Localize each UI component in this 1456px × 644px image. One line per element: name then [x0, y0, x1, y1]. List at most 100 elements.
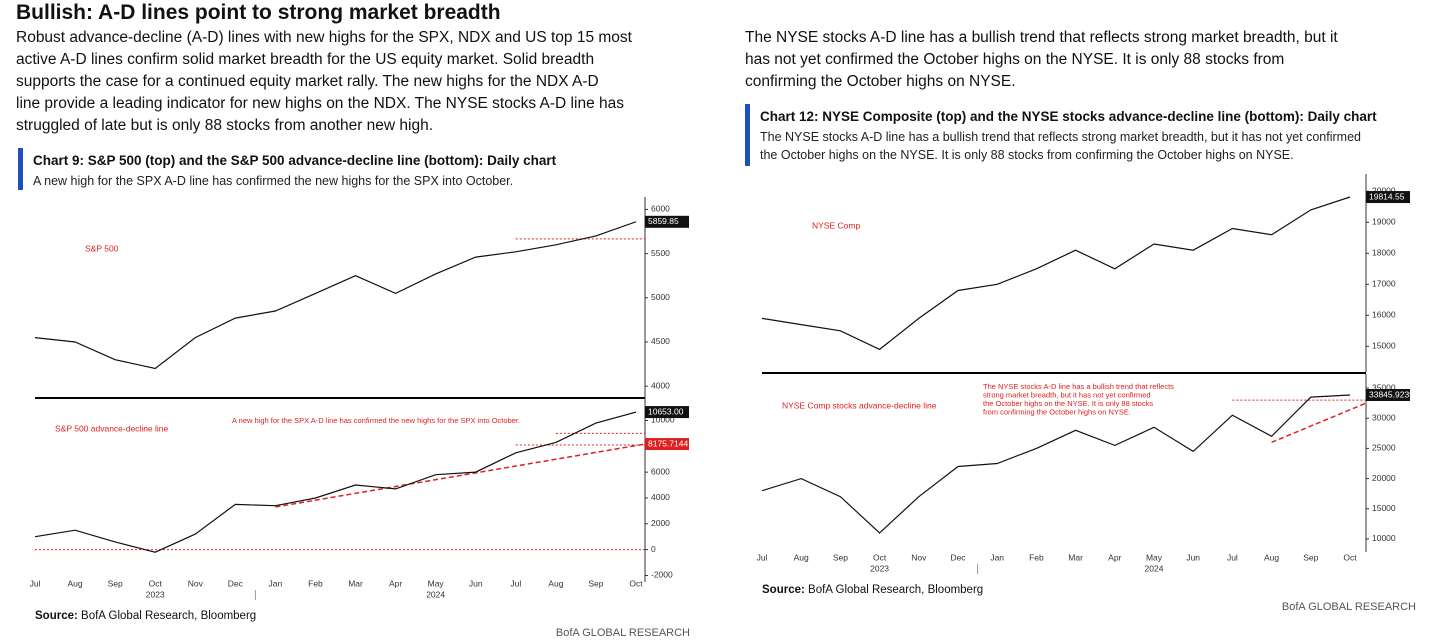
paragraph-line: line provide a leading indicator for new…: [16, 95, 624, 112]
x-tick-label: Aug: [794, 552, 809, 562]
x-tick-label: Jul: [1227, 552, 1238, 562]
paragraph-line: Robust advance-decline (A-D) lines with …: [16, 29, 632, 46]
annotation: strong market breadth, but it has not ye…: [983, 390, 1151, 399]
year-label: 2023: [870, 563, 889, 573]
source-text: BofA Global Research, Bloomberg: [81, 610, 257, 622]
brand: BofA GLOBAL RESEARCH: [555, 627, 690, 639]
x-tick-label: Aug: [548, 578, 563, 588]
value-label-box: [1366, 389, 1410, 402]
x-tick-label: Jul: [30, 578, 41, 588]
x-tick-label: Apr: [389, 578, 402, 588]
x-tick-label: Oct: [1343, 552, 1357, 562]
paragraph-line: confirming the October highs on NYSE.: [745, 73, 1016, 90]
series-label: NYSE Comp: [812, 220, 860, 230]
paragraph-line: The NYSE stocks A-D line has a bullish t…: [745, 29, 1338, 46]
x-tick-label: Feb: [308, 578, 323, 588]
y-tick-label: 4000: [651, 380, 670, 390]
y-tick-label: 16000: [1372, 310, 1396, 320]
source-label: Source:: [762, 584, 805, 596]
value-label: 33845.9239: [1369, 389, 1414, 399]
accent-bar: [18, 148, 23, 190]
x-tick-label: Feb: [1029, 552, 1044, 562]
chart-subtitle: the October highs on the NYSE. It is onl…: [760, 148, 1294, 162]
trend-label: 8175.7144: [648, 438, 688, 448]
y-tick-label: 10000: [651, 415, 675, 425]
value-label-box: [645, 406, 689, 419]
y-tick-label: 35000: [1372, 382, 1396, 392]
y-tick-label: 2000: [651, 518, 670, 528]
chart-title: Chart 12: NYSE Composite (top) and the N…: [760, 109, 1377, 124]
series-label: S&P 500: [85, 243, 119, 253]
x-tick-label: Jun: [469, 578, 483, 588]
x-tick-label: Apr: [1108, 552, 1121, 562]
paragraph-line: struggled of late but is only 88 stocks …: [16, 117, 434, 134]
paragraph-line: supports the case for a continued equity…: [16, 73, 599, 90]
page-title: Bullish: A-D lines point to strong marke…: [16, 1, 501, 24]
x-tick-label: Sep: [1303, 552, 1318, 562]
y-tick-label: 6000: [651, 204, 670, 214]
data-line: [34, 411, 637, 553]
y-tick-label: 15000: [1372, 503, 1396, 513]
paragraph-line: has not yet confirmed the October highs …: [745, 51, 1285, 68]
x-tick-label: Dec: [950, 552, 966, 562]
x-tick-label: Nov: [911, 552, 927, 562]
x-tick-label: Jan: [990, 552, 1004, 562]
data-line: [761, 394, 1351, 534]
y-tick-label: 5000: [651, 292, 670, 302]
paragraph-line: active A-D lines confirm solid market br…: [16, 51, 595, 68]
chart-subtitle: The NYSE stocks A-D line has a bullish t…: [760, 130, 1361, 144]
y-tick-label: 20000: [1372, 186, 1396, 196]
x-tick-label: Sep: [588, 578, 603, 588]
source-text: BofA Global Research, Bloomberg: [808, 584, 984, 596]
y-tick-label: 4000: [651, 492, 670, 502]
value-label: 19814.55: [1369, 191, 1405, 201]
y-tick-label: 25000: [1372, 443, 1396, 453]
data-line: [34, 221, 637, 370]
x-tick-label: Sep: [833, 552, 848, 562]
source: Source: BofA Global Research, Bloomberg: [762, 584, 983, 596]
x-tick-label: Dec: [228, 578, 244, 588]
year-label: 2024: [1145, 563, 1164, 573]
chart-title: Chart 9: S&P 500 (top) and the S&P 500 a…: [33, 153, 557, 168]
y-tick-label: 15000: [1372, 341, 1396, 351]
annotation: A new high for the SPX A-D line has conf…: [232, 416, 520, 425]
value-label: 10653.00: [648, 406, 684, 416]
value-label-box: [1366, 191, 1410, 204]
x-tick-label: Jul: [757, 552, 768, 562]
y-tick-label: 4500: [651, 336, 670, 346]
value-label: 5859.85: [648, 216, 679, 226]
annotation: the October highs on the NYSE. It is onl…: [983, 399, 1153, 408]
x-tick-label: May: [1146, 552, 1163, 562]
y-tick-label: 19000: [1372, 217, 1396, 227]
y-tick-label: 18000: [1372, 248, 1396, 258]
source-label: Source:: [35, 610, 78, 622]
x-tick-label: Sep: [108, 578, 123, 588]
x-tick-label: Aug: [68, 578, 83, 588]
x-tick-label: Jun: [1186, 552, 1200, 562]
year-label: 2023: [146, 589, 165, 599]
trend-label-box: [645, 438, 689, 451]
x-tick-label: Jan: [269, 578, 283, 588]
x-tick-label: Jul: [510, 578, 521, 588]
series-label: NYSE Comp stocks advance-decline line: [782, 400, 937, 410]
brand: BofA GLOBAL RESEARCH: [1281, 601, 1416, 613]
data-line: [761, 196, 1351, 351]
annotation: from confirming the October highs on NYS…: [983, 407, 1131, 416]
y-tick-label: 0: [651, 544, 656, 554]
y-tick-label: -2000: [651, 570, 673, 580]
annotation: The NYSE stocks A-D line has a bullish t…: [983, 382, 1174, 391]
chart-subtitle: A new high for the SPX A-D line has conf…: [33, 174, 514, 188]
accent-bar: [745, 104, 750, 166]
source: Source: BofA Global Research, Bloomberg: [35, 610, 256, 622]
y-tick-label: 5500: [651, 248, 670, 258]
value-label-box: [645, 215, 689, 228]
x-tick-label: Oct: [149, 578, 163, 588]
x-tick-label: Mar: [348, 578, 363, 588]
trend-line: [275, 443, 646, 508]
x-tick-label: Nov: [188, 578, 204, 588]
y-tick-label: 6000: [651, 466, 670, 476]
y-tick-label: 30000: [1372, 412, 1396, 422]
x-tick-label: May: [428, 578, 445, 588]
